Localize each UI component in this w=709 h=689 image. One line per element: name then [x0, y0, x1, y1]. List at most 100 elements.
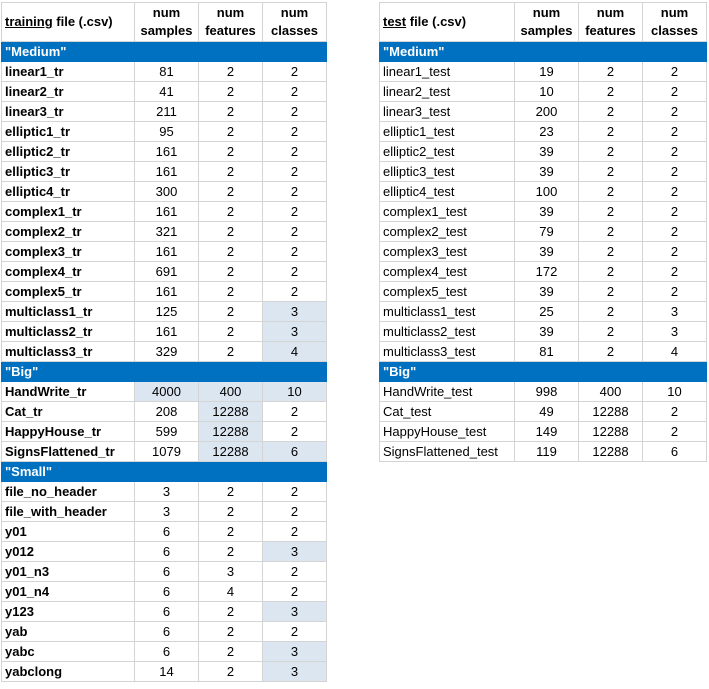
classes-cell[interactable]: 2 [642, 201, 707, 222]
features-cell[interactable]: 2 [198, 181, 263, 202]
classes-cell[interactable]: 2 [262, 561, 327, 582]
features-cell[interactable]: 2 [578, 301, 643, 322]
classes-cell[interactable]: 2 [262, 261, 327, 282]
samples-cell[interactable]: 172 [514, 261, 579, 282]
samples-cell[interactable]: 39 [514, 141, 579, 162]
samples-cell[interactable]: 6 [134, 541, 199, 562]
file-name-cell[interactable]: complex2_tr [1, 221, 135, 242]
samples-cell[interactable]: 125 [134, 301, 199, 322]
features-cell[interactable]: 12288 [198, 401, 263, 422]
file-name-cell[interactable]: elliptic2_tr [1, 141, 135, 162]
file-name-cell[interactable]: elliptic4_test [379, 181, 515, 202]
section-title[interactable]: "Small" [1, 461, 327, 482]
samples-cell[interactable]: 95 [134, 121, 199, 142]
file-name-cell[interactable]: SignsFlattened_tr [1, 441, 135, 462]
file-name-cell[interactable]: y012 [1, 541, 135, 562]
features-cell[interactable]: 400 [578, 381, 643, 402]
section-title[interactable]: "Medium" [1, 41, 327, 62]
features-cell[interactable]: 2 [578, 241, 643, 262]
file-name-cell[interactable]: multiclass3_tr [1, 341, 135, 362]
samples-cell[interactable]: 79 [514, 221, 579, 242]
classes-cell[interactable]: 2 [642, 121, 707, 142]
features-cell[interactable]: 2 [198, 81, 263, 102]
samples-cell[interactable]: 300 [134, 181, 199, 202]
features-cell[interactable]: 2 [198, 621, 263, 642]
file-name-cell[interactable]: linear1_tr [1, 61, 135, 82]
samples-cell[interactable]: 6 [134, 641, 199, 662]
classes-cell[interactable]: 3 [642, 301, 707, 322]
classes-cell[interactable]: 2 [642, 61, 707, 82]
section-title[interactable]: "Big" [379, 361, 707, 382]
file-name-cell[interactable]: yabc [1, 641, 135, 662]
samples-cell[interactable]: 149 [514, 421, 579, 442]
classes-cell[interactable]: 2 [262, 501, 327, 522]
training-features-header[interactable]: num features [198, 2, 263, 42]
classes-cell[interactable]: 2 [642, 81, 707, 102]
classes-cell[interactable]: 2 [642, 181, 707, 202]
samples-cell[interactable]: 4000 [134, 381, 199, 402]
samples-cell[interactable]: 6 [134, 601, 199, 622]
samples-cell[interactable]: 161 [134, 241, 199, 262]
classes-cell[interactable]: 2 [642, 141, 707, 162]
features-cell[interactable]: 3 [198, 561, 263, 582]
file-name-cell[interactable]: HappyHouse_test [379, 421, 515, 442]
samples-cell[interactable]: 39 [514, 321, 579, 342]
samples-cell[interactable]: 161 [134, 141, 199, 162]
classes-cell[interactable]: 6 [642, 441, 707, 462]
features-cell[interactable]: 2 [578, 181, 643, 202]
samples-cell[interactable]: 321 [134, 221, 199, 242]
file-name-cell[interactable]: elliptic2_test [379, 141, 515, 162]
samples-cell[interactable]: 3 [134, 481, 199, 502]
file-name-cell[interactable]: elliptic1_tr [1, 121, 135, 142]
classes-cell[interactable]: 2 [262, 421, 327, 442]
samples-cell[interactable]: 14 [134, 661, 199, 682]
file-name-cell[interactable]: complex4_test [379, 261, 515, 282]
samples-cell[interactable]: 691 [134, 261, 199, 282]
file-name-cell[interactable]: complex4_tr [1, 261, 135, 282]
file-name-cell[interactable]: complex3_tr [1, 241, 135, 262]
classes-cell[interactable]: 3 [262, 641, 327, 662]
classes-cell[interactable]: 2 [262, 401, 327, 422]
section-title[interactable]: "Medium" [379, 41, 707, 62]
file-name-cell[interactable]: y01_n4 [1, 581, 135, 602]
file-name-cell[interactable]: elliptic4_tr [1, 181, 135, 202]
classes-cell[interactable]: 3 [262, 301, 327, 322]
file-name-cell[interactable]: complex2_test [379, 221, 515, 242]
samples-cell[interactable]: 81 [514, 341, 579, 362]
training-samples-header[interactable]: num samples [134, 2, 199, 42]
file-name-cell[interactable]: SignsFlattened_test [379, 441, 515, 462]
features-cell[interactable]: 12288 [198, 441, 263, 462]
features-cell[interactable]: 12288 [198, 421, 263, 442]
features-cell[interactable]: 2 [198, 481, 263, 502]
file-name-cell[interactable]: complex5_tr [1, 281, 135, 302]
samples-cell[interactable]: 39 [514, 281, 579, 302]
samples-cell[interactable]: 998 [514, 381, 579, 402]
features-cell[interactable]: 2 [198, 61, 263, 82]
file-name-cell[interactable]: complex3_test [379, 241, 515, 262]
classes-cell[interactable]: 2 [642, 281, 707, 302]
classes-cell[interactable]: 2 [642, 421, 707, 442]
features-cell[interactable]: 2 [578, 101, 643, 122]
features-cell[interactable]: 2 [198, 221, 263, 242]
samples-cell[interactable]: 6 [134, 521, 199, 542]
samples-cell[interactable]: 19 [514, 61, 579, 82]
samples-cell[interactable]: 119 [514, 441, 579, 462]
features-cell[interactable]: 2 [578, 281, 643, 302]
file-name-cell[interactable]: linear3_test [379, 101, 515, 122]
features-cell[interactable]: 2 [198, 641, 263, 662]
file-name-cell[interactable]: file_with_header [1, 501, 135, 522]
classes-cell[interactable]: 2 [262, 581, 327, 602]
features-cell[interactable]: 2 [198, 661, 263, 682]
features-cell[interactable]: 2 [198, 101, 263, 122]
features-cell[interactable]: 2 [578, 121, 643, 142]
features-cell[interactable]: 12288 [578, 401, 643, 422]
file-name-cell[interactable]: complex1_tr [1, 201, 135, 222]
test-samples-header[interactable]: num samples [514, 2, 579, 42]
classes-cell[interactable]: 2 [642, 161, 707, 182]
classes-cell[interactable]: 2 [262, 201, 327, 222]
samples-cell[interactable]: 1079 [134, 441, 199, 462]
samples-cell[interactable]: 161 [134, 161, 199, 182]
classes-cell[interactable]: 2 [642, 101, 707, 122]
samples-cell[interactable]: 161 [134, 281, 199, 302]
classes-cell[interactable]: 2 [262, 141, 327, 162]
